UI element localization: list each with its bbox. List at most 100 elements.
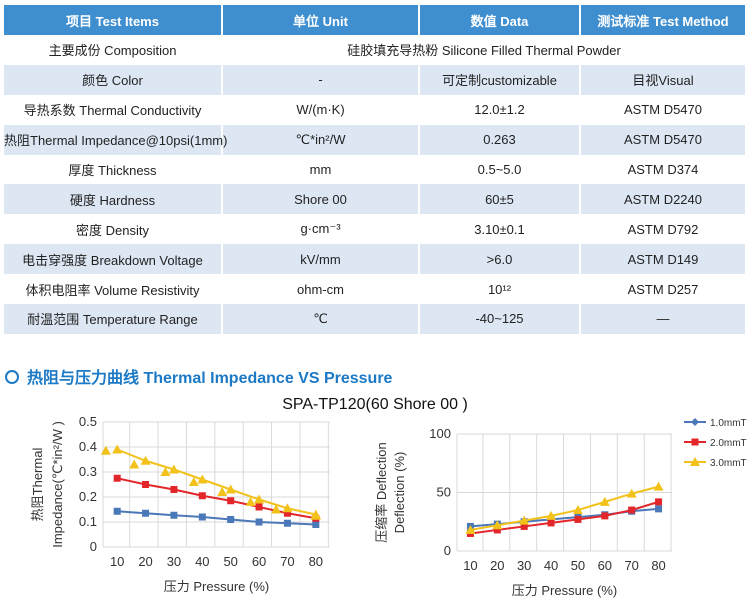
data-point-3.0mmT bbox=[140, 455, 151, 465]
table-row: 耐温范围 Temperature Range ℃ -40~125— bbox=[4, 304, 747, 334]
cell-data: >6.0 bbox=[419, 244, 581, 275]
cell-item: 密度 Density bbox=[4, 214, 223, 245]
cell-unit: ℃ bbox=[222, 304, 420, 334]
x-tick-label: 60 bbox=[252, 554, 266, 569]
cell-method: — bbox=[580, 304, 747, 334]
cell-data: 10¹² bbox=[419, 274, 581, 305]
cell-item: 体积电阻率 Volume Resistivity bbox=[4, 274, 223, 305]
data-point-3.0mmT bbox=[225, 484, 236, 494]
x-tick-label: 50 bbox=[571, 558, 585, 573]
data-point-extra bbox=[100, 445, 111, 455]
cell-method: ASTM D2240 bbox=[580, 184, 747, 215]
x-tick-label: 70 bbox=[624, 558, 638, 573]
y-axis-label: 热阻Thermal bbox=[30, 448, 45, 522]
data-point-3.0mmT bbox=[112, 444, 123, 454]
data-point-3.0mmT bbox=[546, 510, 557, 520]
x-tick-label: 10 bbox=[463, 558, 477, 573]
section-title: 热阻与压力曲线 Thermal Impedance VS Pressure bbox=[5, 364, 392, 388]
data-point-3.0mmT bbox=[197, 474, 208, 484]
data-point-2.0mmT bbox=[547, 519, 555, 527]
data-point-1.0mmT bbox=[198, 513, 206, 521]
table-header-row: 项目 Test Items 单位 Unit 数值 Data 测试标准 Test … bbox=[4, 5, 747, 35]
x-tick-label: 40 bbox=[544, 558, 558, 573]
y-tick-label: 0.4 bbox=[79, 439, 97, 454]
cell-item: 耐温范围 Temperature Range bbox=[4, 304, 223, 334]
y-tick-label: 0.1 bbox=[79, 514, 97, 529]
data-point-2.0mmT bbox=[227, 497, 235, 505]
x-axis-label: 压力 Pressure (%) bbox=[512, 583, 617, 598]
legend-marker bbox=[691, 438, 699, 446]
data-point-extra bbox=[310, 510, 321, 520]
cell-item: 硬度 Hardness bbox=[4, 184, 223, 215]
y-axis-label: Deflection (%) bbox=[392, 452, 407, 534]
data-point-extra bbox=[160, 467, 171, 476]
y-tick-label: 0 bbox=[90, 539, 97, 554]
data-point-2.0mmT bbox=[198, 492, 206, 500]
data-point-extra bbox=[129, 459, 140, 469]
x-axis-label: 压力 Pressure (%) bbox=[164, 579, 269, 594]
series-line-3.0mmT bbox=[470, 485, 659, 531]
composition-label: 主要成份 Composition bbox=[4, 35, 223, 65]
x-tick-label: 80 bbox=[651, 558, 665, 573]
cell-unit: Shore 00 bbox=[222, 184, 420, 215]
y-tick-label: 0.5 bbox=[79, 414, 97, 429]
data-point-2.0mmT bbox=[655, 498, 663, 506]
data-point-3.0mmT bbox=[599, 496, 610, 506]
cell-data: 12.0±1.2 bbox=[419, 94, 581, 125]
cell-unit: W/(m·K) bbox=[222, 94, 420, 125]
data-point-3.0mmT bbox=[519, 515, 530, 525]
x-tick-label: 50 bbox=[223, 554, 237, 569]
data-point-2.0mmT bbox=[520, 522, 528, 530]
data-point-2.0mmT bbox=[283, 509, 291, 517]
cell-method: ASTM D149 bbox=[580, 244, 747, 275]
x-tick-label: 40 bbox=[195, 554, 209, 569]
cell-unit: kV/mm bbox=[222, 244, 420, 275]
data-point-1.0mmT bbox=[312, 521, 320, 528]
data-point-extra bbox=[271, 504, 282, 514]
data-point-2.0mmT bbox=[628, 506, 636, 514]
cell-data: 3.10±0.1 bbox=[419, 214, 581, 245]
data-point-2.0mmT bbox=[142, 481, 150, 488]
table-row: 热阻Thermal Impedance@10psi(1mm) ℃*in²/W 0.2… bbox=[4, 124, 747, 155]
series-line-1.0mmT bbox=[117, 510, 316, 526]
table-row-composition: 主要成份 Composition 硅胶填充导热粉 Silicone Filled… bbox=[4, 35, 747, 65]
data-point-3.0mmT bbox=[465, 524, 476, 534]
cell-data: 可定制customizable bbox=[419, 64, 581, 95]
data-point-3.0mmT bbox=[572, 505, 583, 515]
thermal-impedance-chart: 0 0.1 0.2 0.3 0.4 0.5 10 20 30 40 50 60 70 80 压力 Press… bbox=[30, 414, 330, 594]
chart-title: SPA-TP120(60 Shore 00 ) bbox=[282, 396, 468, 413]
cell-unit: - bbox=[222, 64, 420, 95]
cell-item: 厚度 Thickness bbox=[4, 154, 223, 185]
header-test-items: 项目 Test Items bbox=[4, 5, 223, 35]
legend-marker bbox=[690, 457, 700, 466]
composition-value: 硅胶填充导热粉 Silicone Filled Thermal Powder bbox=[222, 35, 747, 65]
x-tick-label: 20 bbox=[490, 558, 504, 573]
data-point-1.0mmT bbox=[113, 507, 121, 515]
x-tick-label: 60 bbox=[598, 558, 612, 573]
legend-marker bbox=[691, 418, 699, 426]
data-point-2.0mmT bbox=[493, 526, 501, 534]
y-tick-label: 0.3 bbox=[79, 464, 97, 479]
x-tick-label: 10 bbox=[110, 554, 124, 569]
cell-method: ASTM D5470 bbox=[580, 124, 747, 155]
deflection-chart: 0 50 100 10 20 30 40 50 60 70 80 压力 Pressure (%) 压缩率… bbox=[374, 418, 747, 598]
data-point-1.0mmT bbox=[227, 516, 235, 523]
cell-unit: g·cm⁻³ bbox=[222, 214, 420, 245]
data-point-3.0mmT bbox=[492, 520, 503, 530]
cell-data: 0.263 bbox=[419, 124, 581, 155]
cell-method: ASTM D374 bbox=[580, 154, 747, 185]
data-point-2.0mmT bbox=[601, 512, 609, 520]
x-tick-label: 70 bbox=[280, 554, 294, 569]
table-row: 密度 Density g·cm⁻³ 3.10±0.1 ASTM D792 bbox=[4, 214, 747, 245]
legend-label: 1.0mmT bbox=[710, 418, 747, 429]
data-point-3.0mmT bbox=[168, 464, 179, 474]
legend-label: 3.0mmT bbox=[710, 458, 747, 469]
cell-unit: ohm-cm bbox=[222, 274, 420, 305]
cell-data: 60±5 bbox=[419, 184, 581, 215]
data-point-extra bbox=[188, 477, 199, 486]
x-tick-label: 30 bbox=[167, 554, 181, 569]
data-point-3.0mmT bbox=[254, 494, 265, 504]
y-tick-label: 100 bbox=[429, 426, 451, 441]
data-point-3.0mmT bbox=[653, 481, 664, 491]
cell-item: 热阻Thermal Impedance@10psi(1mm) bbox=[4, 124, 227, 155]
